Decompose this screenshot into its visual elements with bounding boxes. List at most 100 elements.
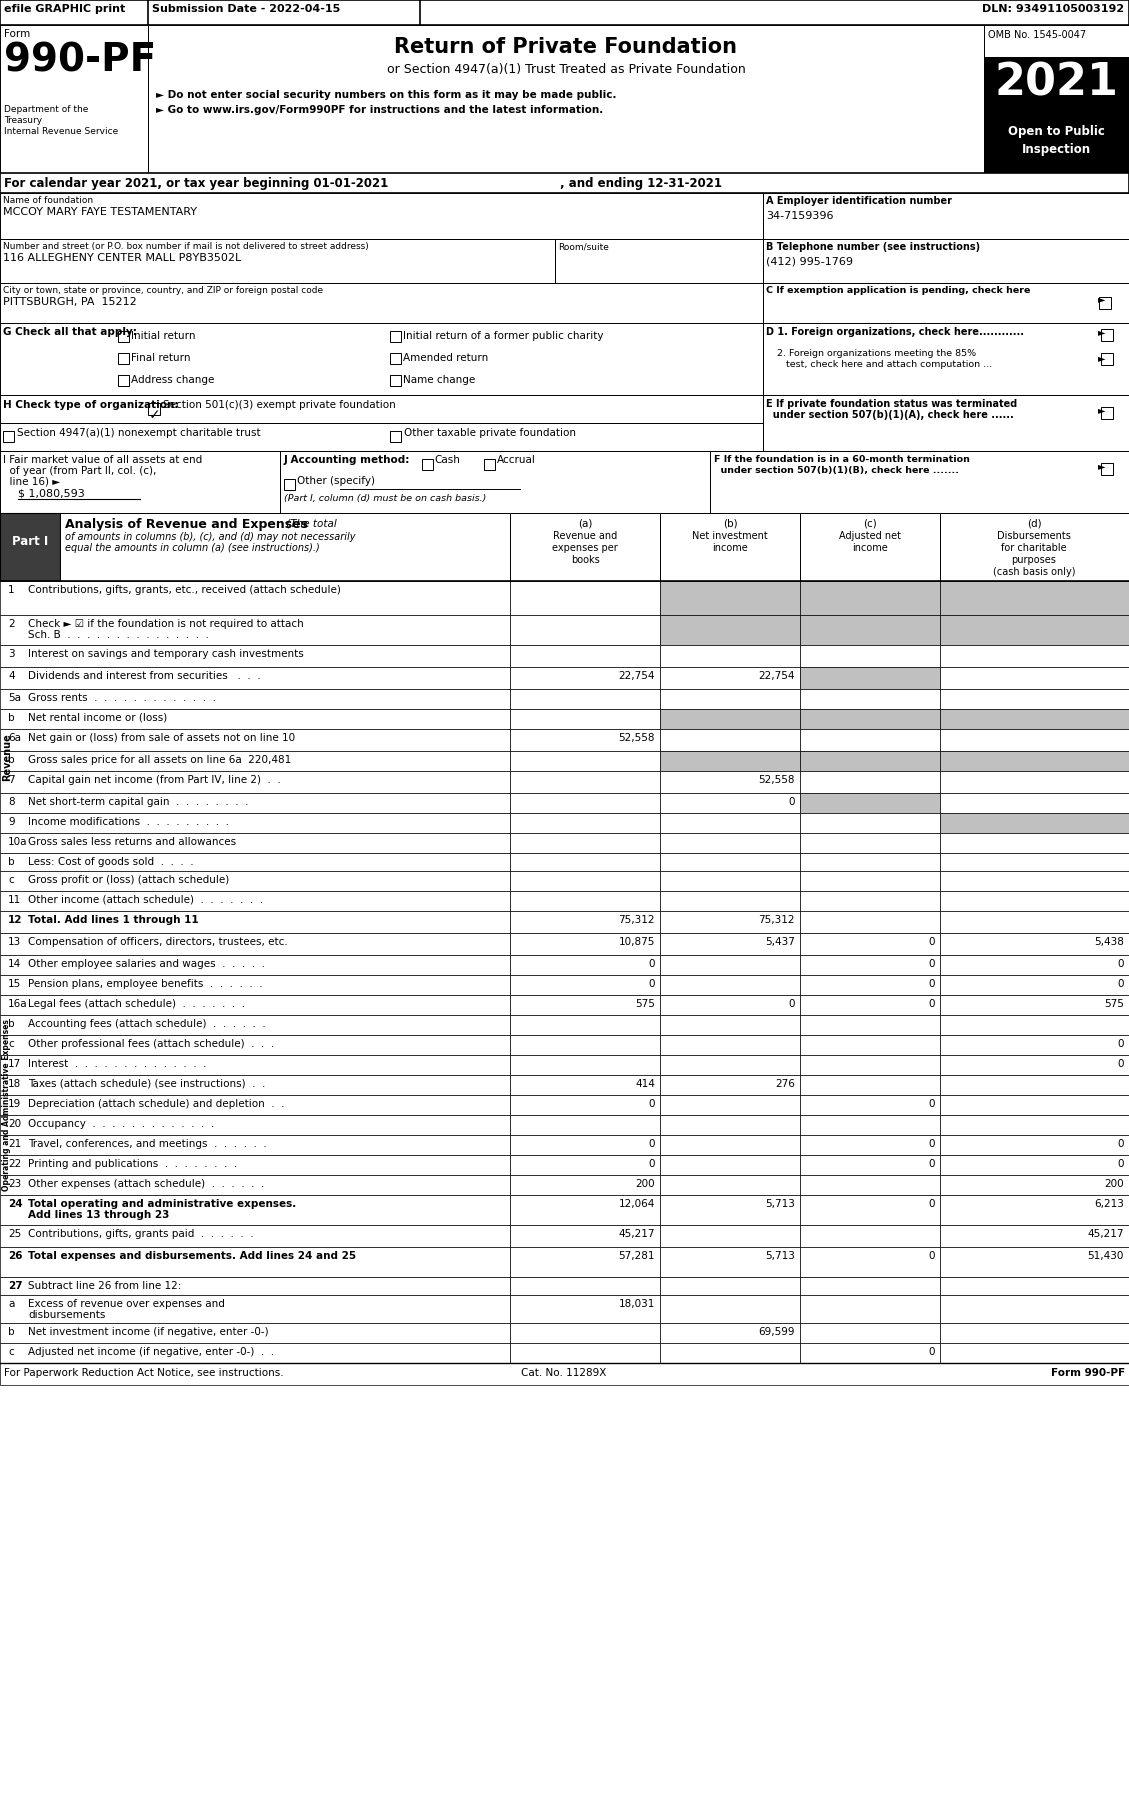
Text: 0: 0 (648, 978, 655, 989)
Bar (510, 581, 660, 615)
Bar (800, 1095, 940, 1115)
Bar (390, 376, 401, 387)
Bar (940, 581, 1129, 615)
Text: 45,217: 45,217 (1087, 1230, 1124, 1239)
Bar (1101, 352, 1113, 365)
Text: 6a: 6a (8, 734, 21, 743)
Text: H Check type of organization:: H Check type of organization: (3, 399, 178, 410)
Bar (660, 771, 800, 793)
Bar (510, 870, 660, 892)
Text: 52,558: 52,558 (759, 775, 795, 786)
Text: Capital gain net income (from Part IV, line 2)  .  .: Capital gain net income (from Part IV, l… (28, 775, 281, 786)
Text: 27: 27 (8, 1280, 23, 1291)
Bar (484, 458, 495, 469)
Text: Gross rents  .  .  .  .  .  .  .  .  .  .  .  .  .: Gross rents . . . . . . . . . . . . . (28, 692, 216, 703)
Text: of year (from Part II, col. (c),: of year (from Part II, col. (c), (3, 466, 157, 476)
Text: Revenue and: Revenue and (553, 530, 618, 541)
Bar (510, 832, 660, 852)
Bar (660, 1055, 800, 1075)
Bar (940, 1115, 1129, 1135)
Text: under section 507(b)(1)(A), check here ......: under section 507(b)(1)(A), check here .… (765, 410, 1014, 421)
Text: Name change: Name change (403, 376, 475, 385)
Bar (1099, 297, 1111, 309)
Bar (0, 771, 510, 793)
Text: Department of the: Department of the (5, 104, 88, 113)
Text: Other professional fees (attach schedule)  .  .  .: Other professional fees (attach schedule… (28, 1039, 274, 1048)
Text: 26: 26 (8, 1251, 23, 1260)
Text: 1: 1 (8, 584, 15, 595)
Bar (660, 892, 800, 912)
Text: b: b (8, 858, 15, 867)
Text: 10a: 10a (8, 838, 27, 847)
Bar (0, 1095, 510, 1115)
Bar (510, 1095, 660, 1115)
Text: Less: Cost of goods sold  .  .  .  .: Less: Cost of goods sold . . . . (28, 858, 194, 867)
Bar (800, 728, 940, 752)
Text: 9: 9 (8, 816, 15, 827)
Bar (940, 1095, 1129, 1115)
Text: 0: 0 (928, 1160, 935, 1169)
Text: (a): (a) (578, 518, 593, 529)
Text: Form: Form (5, 29, 30, 40)
Bar (0, 708, 510, 728)
Text: Initial return: Initial return (131, 331, 195, 342)
Bar (510, 1115, 660, 1135)
Bar (0, 239, 555, 282)
Bar (800, 994, 940, 1016)
Bar (0, 1154, 510, 1176)
Bar (800, 708, 940, 728)
Text: 75,312: 75,312 (759, 915, 795, 924)
Bar (940, 689, 1129, 708)
Text: For calendar year 2021, or tax year beginning 01-01-2021: For calendar year 2021, or tax year begi… (5, 176, 388, 191)
Text: G Check all that apply:: G Check all that apply: (3, 327, 137, 336)
Text: b: b (8, 1019, 15, 1028)
Bar (280, 451, 710, 512)
Text: Cash: Cash (434, 455, 460, 466)
Bar (0, 933, 510, 955)
Bar (660, 912, 800, 933)
Bar (800, 667, 940, 689)
Bar (510, 813, 660, 832)
Bar (660, 1277, 800, 1295)
Text: ►: ► (1099, 460, 1105, 471)
Text: 5,437: 5,437 (765, 937, 795, 948)
Bar (119, 376, 129, 387)
Bar (0, 1323, 510, 1343)
Bar (0, 615, 510, 645)
Bar (940, 1323, 1129, 1343)
Bar (510, 1055, 660, 1075)
Text: income: income (852, 543, 887, 554)
Bar (800, 1154, 940, 1176)
Text: OMB No. 1545-0047: OMB No. 1545-0047 (988, 31, 1086, 40)
Text: Amended return: Amended return (403, 352, 488, 363)
Text: City or town, state or province, country, and ZIP or foreign postal code: City or town, state or province, country… (3, 286, 323, 295)
Text: Contributions, gifts, grants, etc., received (attach schedule): Contributions, gifts, grants, etc., rece… (28, 584, 341, 595)
Text: ►: ► (1099, 327, 1105, 336)
Bar (510, 892, 660, 912)
Bar (0, 0, 1129, 25)
Bar (0, 512, 60, 581)
Bar (510, 852, 660, 870)
Text: 8: 8 (8, 797, 15, 807)
Bar (510, 955, 660, 975)
Text: Adjusted net income (if negative, enter -0-)  .  .: Adjusted net income (if negative, enter … (28, 1347, 274, 1357)
Bar (800, 870, 940, 892)
Text: 52,558: 52,558 (619, 734, 655, 743)
Text: Address change: Address change (131, 376, 215, 385)
Text: MCCOY MARY FAYE TESTAMENTARY: MCCOY MARY FAYE TESTAMENTARY (3, 207, 196, 218)
Bar (510, 689, 660, 708)
Bar (940, 1196, 1129, 1224)
Bar (763, 239, 1129, 282)
Bar (940, 955, 1129, 975)
Text: 0: 0 (648, 1138, 655, 1149)
Text: (Part I, column (d) must be on cash basis.): (Part I, column (d) must be on cash basi… (285, 494, 487, 503)
Text: Other expenses (attach schedule)  .  .  .  .  .  .: Other expenses (attach schedule) . . . .… (28, 1179, 264, 1188)
Bar (940, 512, 1129, 581)
Bar (800, 1295, 940, 1323)
Text: Printing and publications  .  .  .  .  .  .  .  .: Printing and publications . . . . . . . … (28, 1160, 237, 1169)
Text: Gross sales price for all assets on line 6a  220,481: Gross sales price for all assets on line… (28, 755, 291, 764)
Text: of amounts in columns (b), (c), and (d) may not necessarily: of amounts in columns (b), (c), and (d) … (65, 532, 356, 541)
Bar (390, 432, 401, 442)
Bar (510, 615, 660, 645)
Bar (940, 667, 1129, 689)
